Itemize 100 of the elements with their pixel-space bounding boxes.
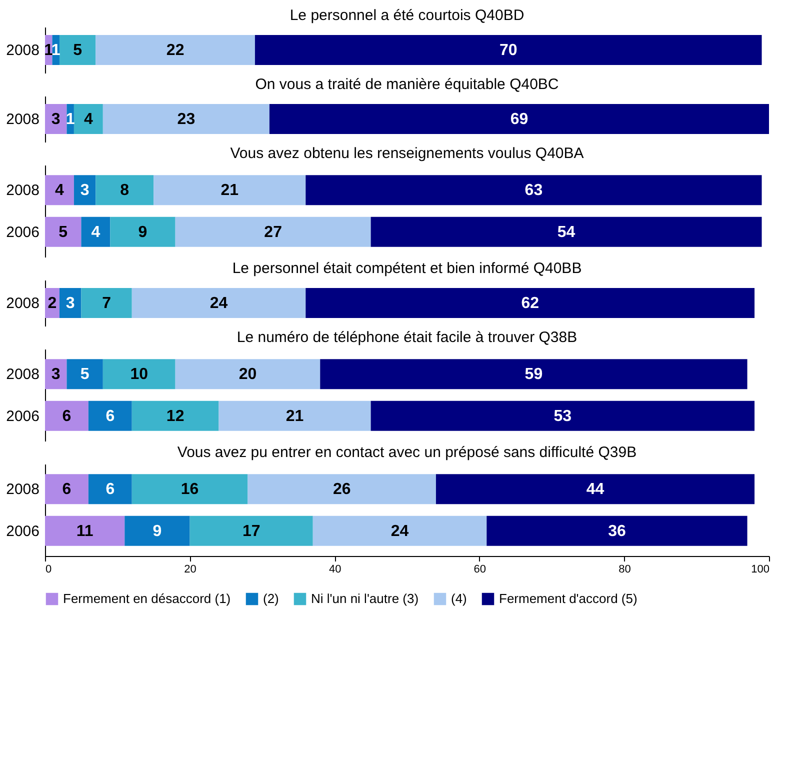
data-label: 5 [73, 42, 82, 59]
chart-title: Le personnel a été courtois Q40BD [290, 7, 524, 24]
data-label: 20 [238, 366, 257, 384]
y-tick-label: 2008 [6, 295, 40, 312]
data-label: 6 [106, 481, 115, 498]
data-label: 4 [91, 224, 100, 241]
bar [370, 400, 755, 431]
bar [66, 359, 103, 390]
data-label: 12 [166, 408, 184, 425]
bar [96, 175, 154, 206]
bar [320, 359, 748, 390]
data-label: 3 [51, 366, 60, 384]
data-label: 3 [66, 295, 75, 312]
data-label: 59 [524, 366, 543, 384]
chart-title: Le personnel était compétent et bien informé Q40BB [232, 260, 582, 277]
bar [59, 35, 96, 65]
data-label: 17 [242, 522, 260, 540]
y-tick-label: 2008 [6, 481, 40, 498]
data-label: 24 [210, 295, 228, 312]
data-label: 27 [264, 224, 282, 241]
y-tick-label: 2008 [6, 42, 40, 59]
data-label: 26 [332, 481, 351, 498]
data-label: 1 [66, 111, 75, 128]
data-label: 53 [554, 408, 572, 425]
bar [110, 216, 176, 247]
bar [254, 35, 762, 65]
data-label: 6 [106, 408, 115, 425]
data-label: 5 [80, 366, 90, 384]
data-label: 16 [180, 481, 199, 498]
data-label: 8 [120, 182, 130, 200]
x-tick-label: 100 [751, 564, 770, 576]
bar [74, 104, 103, 134]
chart-title: Vous avez pu entrer en contact avec un préposé sans difficulté Q39B [177, 444, 637, 461]
bar [102, 359, 176, 390]
bar [132, 400, 219, 431]
data-label: 23 [177, 111, 196, 128]
bar [175, 216, 371, 247]
bar [45, 400, 88, 431]
bar [306, 288, 755, 318]
data-label: 63 [524, 182, 543, 200]
x-tick-label: 0 [46, 564, 52, 576]
data-label: 2 [48, 295, 57, 312]
bar [59, 288, 82, 318]
bar [45, 104, 67, 134]
data-label: 69 [510, 111, 528, 128]
y-tick-label: 2006 [6, 408, 40, 425]
x-tick-label: 60 [474, 564, 486, 576]
data-label: 44 [586, 481, 604, 498]
y-tick-label: 2008 [6, 182, 40, 200]
data-label: 1 [51, 42, 60, 59]
data-label: 1 [44, 42, 54, 59]
data-label: 9 [152, 522, 162, 540]
y-tick-label: 2008 [6, 366, 40, 384]
y-tick-label: 2006 [6, 224, 40, 241]
chart-title: On vous a traité de manière équitable Q40BC [255, 76, 559, 93]
chart-title: Le numéro de téléphone était facile à trouver Q38B [236, 329, 578, 346]
data-label: 4 [55, 182, 64, 200]
y-tick-label: 2006 [6, 522, 40, 540]
data-label: 3 [51, 111, 60, 128]
bar [218, 400, 371, 431]
bar [74, 175, 96, 206]
data-label: 6 [62, 408, 72, 425]
y-tick-label: 2008 [6, 111, 40, 128]
x-tick-label: 20 [184, 564, 196, 576]
bar [45, 359, 67, 390]
chart-title: Vous avez obtenu les renseignements voulus Q40BA [230, 145, 584, 162]
legend-label: Fermement d'accord (5) [499, 591, 638, 606]
data-label: 7 [102, 295, 112, 312]
data-label: 36 [608, 522, 626, 540]
bar [154, 175, 306, 206]
data-label: 11 [76, 522, 94, 540]
data-label: 24 [390, 522, 409, 540]
data-label: 3 [80, 182, 90, 200]
data-label: 54 [557, 224, 576, 241]
data-label: 10 [130, 366, 148, 384]
data-label: 6 [62, 481, 72, 498]
bar [45, 175, 74, 206]
data-label: 4 [84, 111, 93, 128]
legend-label: Fermement en désaccord (1) [63, 591, 231, 606]
data-label: 22 [166, 42, 184, 59]
bar [306, 175, 762, 206]
bar [269, 104, 769, 134]
bar [88, 400, 132, 431]
bar [81, 216, 110, 247]
bar [132, 288, 306, 318]
data-label: 70 [499, 42, 518, 59]
x-tick-label: 40 [328, 564, 342, 576]
data-label: 62 [521, 295, 540, 312]
bar [45, 216, 82, 247]
data-label: 21 [220, 182, 239, 200]
bar [96, 35, 255, 65]
data-label: 21 [286, 408, 304, 425]
x-tick-label: 80 [618, 564, 631, 576]
bar [81, 288, 132, 318]
legend-label: (2) [263, 591, 279, 606]
bar [370, 216, 762, 247]
legend-label: Ni l'un ni l'autre (3) [311, 591, 419, 606]
data-label: 9 [138, 224, 148, 241]
legend-label: (4) [451, 591, 467, 606]
data-label: 5 [58, 224, 68, 241]
